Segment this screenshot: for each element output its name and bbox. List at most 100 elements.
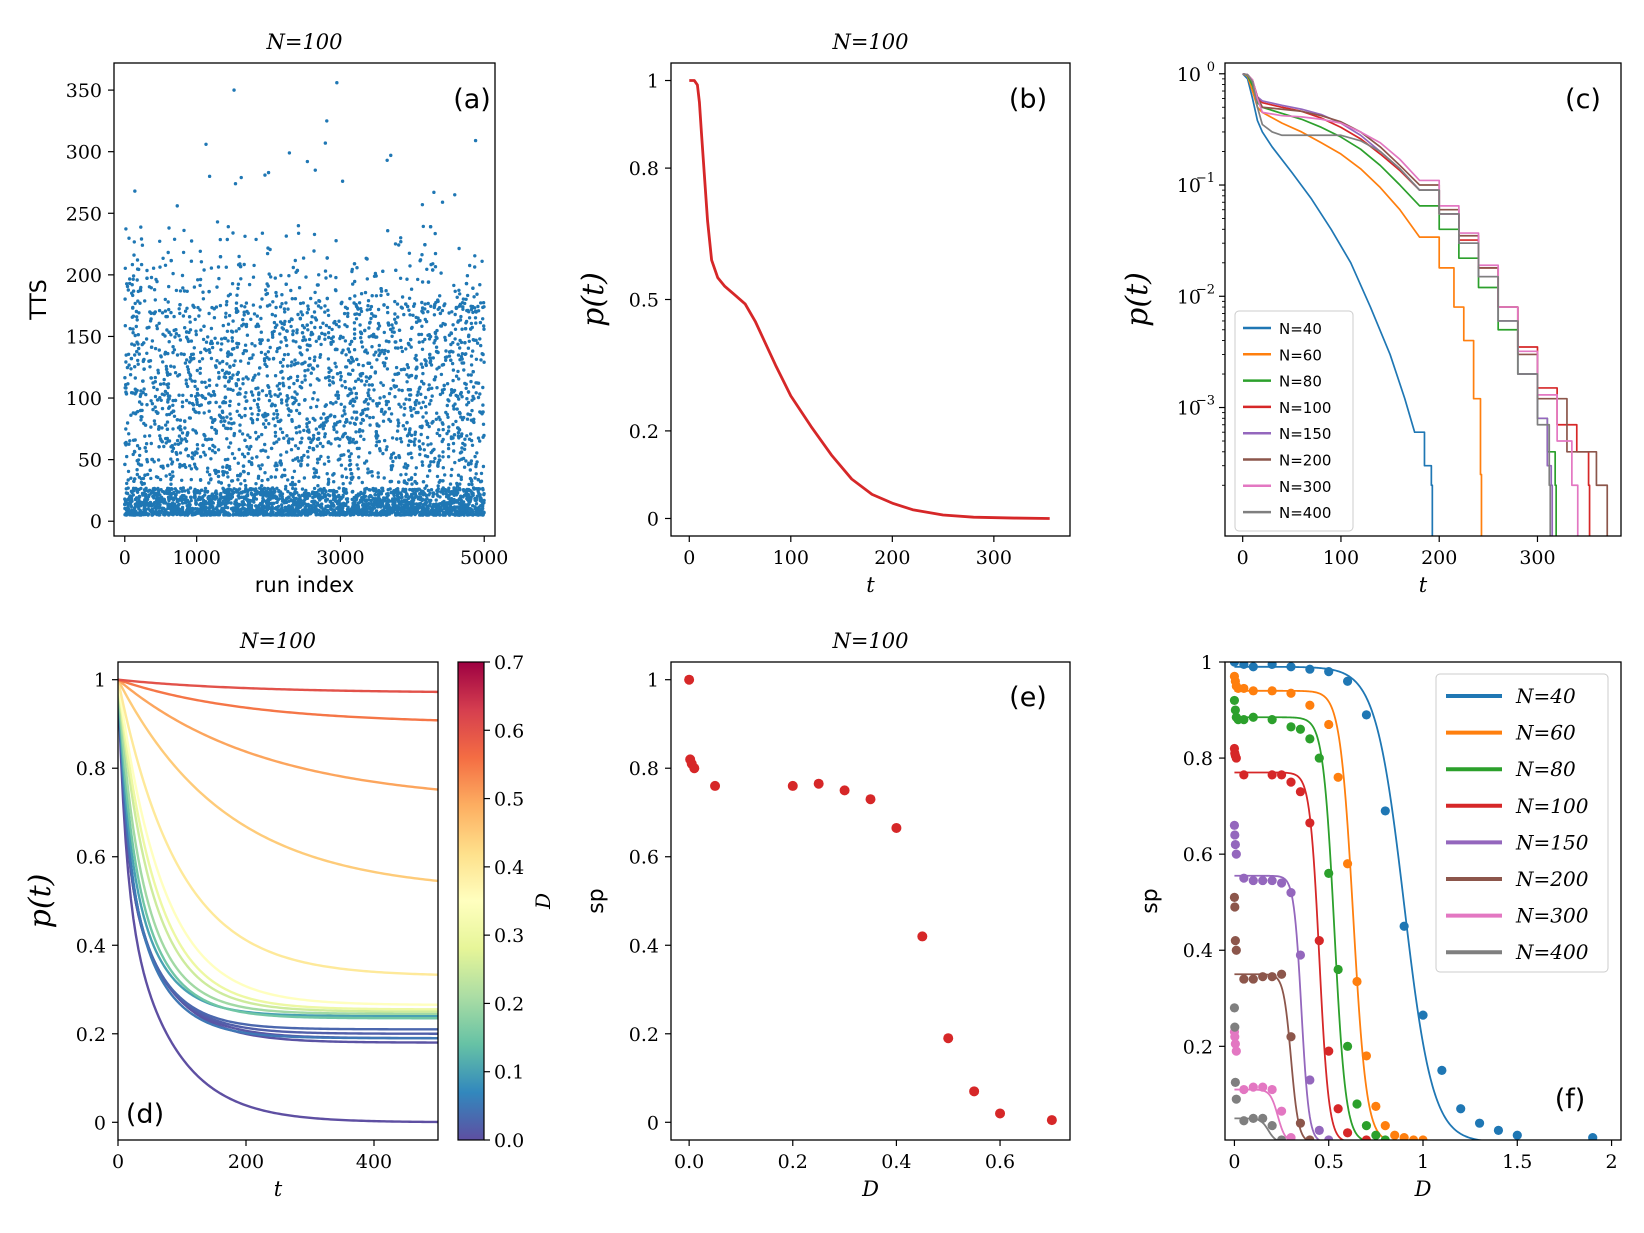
- scatter-point: [263, 425, 268, 429]
- scatter-point: [178, 451, 183, 455]
- scatter-point: [275, 416, 279, 420]
- scatter-point: [166, 351, 170, 356]
- scatter-point: [305, 323, 309, 327]
- scatter-point: [413, 491, 417, 496]
- scatter-point: [339, 463, 344, 467]
- scatter-point: [218, 493, 222, 497]
- scatter-point: [145, 326, 149, 330]
- scatter-point: [359, 434, 363, 438]
- scatter-point: [279, 508, 284, 512]
- scatter-point: [390, 453, 394, 457]
- scatter-point: [221, 423, 226, 428]
- scatter-point: [175, 418, 180, 422]
- scatter-point: [268, 506, 272, 510]
- scatter-point: [272, 490, 276, 495]
- scatter-point: [197, 359, 202, 364]
- scatter-point: [354, 391, 358, 396]
- scatter-point: [191, 407, 196, 411]
- scatter-point: [366, 299, 371, 303]
- scatter-point: [385, 367, 390, 371]
- scatter-point: [337, 319, 341, 323]
- scatter-point: [297, 424, 301, 429]
- scatter-point: [201, 495, 205, 499]
- scatter-point: [454, 419, 458, 424]
- scatter-point: [312, 358, 317, 363]
- scatter-point: [254, 237, 258, 242]
- scatter-point: [163, 334, 167, 338]
- scatter-point: [244, 497, 248, 501]
- scatter-point: [428, 491, 432, 495]
- scatter-point: [482, 327, 486, 331]
- scatter-point: [192, 346, 196, 350]
- scatter-point: [324, 323, 329, 328]
- scatter-point: [366, 467, 370, 471]
- scatter-point: [194, 394, 198, 399]
- scatter-point: [131, 314, 136, 318]
- scatter-point: [414, 466, 418, 470]
- scatter-point: [216, 469, 221, 474]
- scatter-point: [403, 427, 407, 431]
- scatter-point: [441, 450, 445, 454]
- scatter-point: [357, 455, 361, 459]
- scatter-point: [394, 340, 398, 344]
- scatter-point: [305, 425, 309, 429]
- scatter-point: [192, 285, 197, 289]
- scatter-point: [336, 495, 340, 499]
- scatter-point: [157, 490, 161, 494]
- scatter-point: [316, 431, 321, 435]
- scatter-point: [419, 332, 424, 337]
- scatter-point: [306, 449, 310, 454]
- scatter-point: [220, 368, 225, 372]
- scatter-point: [132, 343, 137, 347]
- scatter-point: [195, 387, 200, 391]
- scatter-point: [328, 500, 332, 504]
- scatter-point: [244, 301, 249, 305]
- scatter-point: [440, 479, 445, 483]
- scatter-point: [349, 507, 353, 511]
- scatter-point: [481, 317, 485, 321]
- scatter-point: [175, 458, 180, 462]
- scatter-point: [165, 413, 169, 417]
- scatter-point: [303, 505, 307, 510]
- scatter-point: [344, 365, 348, 369]
- scatter-point: [154, 277, 158, 282]
- scatter-point: [412, 440, 416, 444]
- scatter-point: [373, 493, 378, 497]
- scatter-point: [268, 303, 272, 307]
- scatter-point: [165, 427, 170, 431]
- scatter-point: [308, 356, 312, 361]
- scatter-point: [267, 385, 271, 389]
- scatter-point: [323, 269, 328, 273]
- scatter-point: [299, 512, 303, 516]
- scatter-point: [316, 484, 320, 488]
- scatter-point: [425, 422, 429, 427]
- scatter-point: [301, 256, 306, 260]
- scatter-point: [456, 369, 460, 374]
- scatter-point: [295, 268, 300, 273]
- scatter-point: [128, 326, 132, 331]
- scatter-point: [383, 410, 387, 414]
- scatter-point: [466, 346, 471, 350]
- scatter-point: [202, 268, 206, 272]
- scatter-point: [421, 224, 425, 229]
- scatter-point: [214, 468, 218, 473]
- scatter-point: [362, 504, 366, 509]
- scatter-point: [126, 352, 131, 356]
- scatter-point: [389, 490, 393, 495]
- scatter-point: [159, 438, 163, 442]
- scatter-point: [368, 423, 372, 427]
- scatter-point: [261, 422, 266, 426]
- scatter-point: [474, 321, 478, 325]
- scatter-point: [173, 442, 177, 446]
- scatter-point: [379, 293, 383, 298]
- scatter-point: [177, 307, 181, 311]
- scatter-point: [453, 327, 458, 331]
- scatter-point: [183, 309, 188, 313]
- scatter-point: [311, 509, 316, 513]
- scatter-point: [263, 449, 268, 453]
- scatter-point: [348, 296, 352, 301]
- scatter-point: [415, 393, 419, 397]
- scatter-point: [166, 385, 170, 390]
- scatter-point: [464, 459, 468, 463]
- scatter-point: [353, 279, 357, 284]
